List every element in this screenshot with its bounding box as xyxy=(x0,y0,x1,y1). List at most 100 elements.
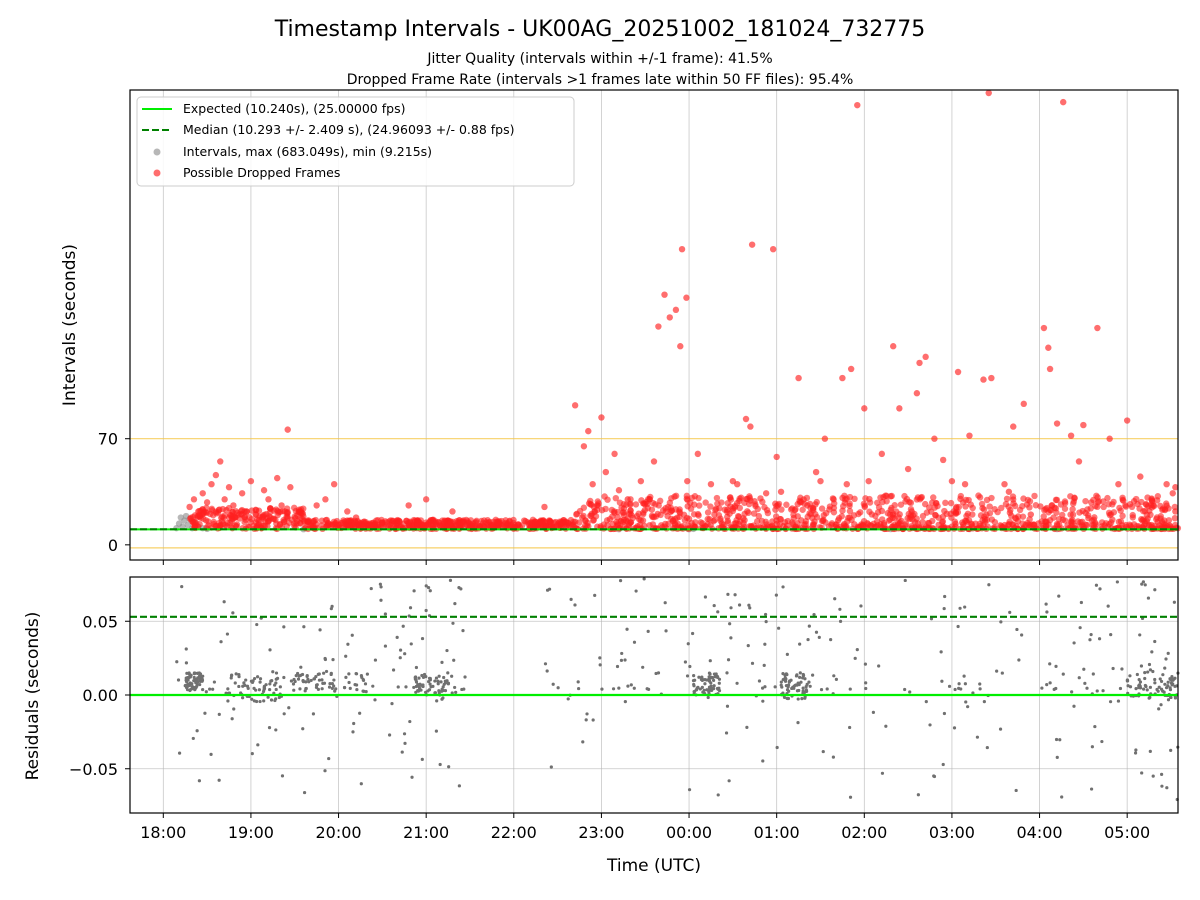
dropped-frame-point xyxy=(878,516,886,523)
dropped-frame-point xyxy=(278,502,285,509)
residual-point xyxy=(1091,672,1095,676)
residual-point xyxy=(1048,662,1052,666)
dropped-frame-point xyxy=(200,515,207,522)
residual-point xyxy=(1146,596,1151,600)
residual-point xyxy=(1078,626,1082,630)
residual-point xyxy=(314,685,319,689)
legend-dropped-swatch xyxy=(153,169,161,177)
residual-point xyxy=(459,587,463,591)
dropped-frame-point xyxy=(991,518,999,526)
residual-point xyxy=(185,688,190,692)
residual-point xyxy=(1168,688,1173,692)
residual-point xyxy=(269,679,273,683)
dropped-frame-point xyxy=(1122,503,1130,510)
dropped-frame-point xyxy=(907,514,915,521)
residual-point xyxy=(189,673,193,677)
residual-point xyxy=(727,779,731,783)
dropped-frame-point xyxy=(724,500,731,507)
dropped-frame-point xyxy=(666,314,673,321)
residual-point xyxy=(775,745,779,750)
dropped-frame-point xyxy=(818,505,826,512)
intervals-panel: 0 70 Intervals (seconds) Expected (10.240… xyxy=(60,89,1182,561)
residual-point xyxy=(711,678,716,682)
residual-point xyxy=(250,751,254,756)
residual-point xyxy=(1166,680,1170,684)
residual-point xyxy=(1140,771,1144,775)
residual-point xyxy=(794,674,799,678)
x-tick-label: 18:00 xyxy=(140,823,186,842)
dropped-frame-point xyxy=(1105,509,1113,517)
dropped-frame-point xyxy=(778,506,785,513)
residual-point xyxy=(352,721,356,726)
dropped-frame-point xyxy=(729,505,737,512)
residual-point xyxy=(436,682,440,686)
residual-point xyxy=(591,718,595,722)
dropped-frame-point xyxy=(988,374,995,382)
dropped-frame-point xyxy=(241,518,248,526)
residual-point xyxy=(457,784,461,788)
dropped-frame-point xyxy=(741,510,748,518)
residual-point xyxy=(764,620,768,624)
dropped-frame-point xyxy=(672,306,680,314)
dropped-frame-point xyxy=(1002,500,1010,508)
residual-point xyxy=(294,674,298,678)
residual-point xyxy=(1111,666,1115,671)
dropped-frame-point xyxy=(707,503,714,510)
dropped-frame-point xyxy=(366,522,374,529)
x-axis-ticks: 18:00 19:00 20:00 21:00 22:00 23:00 00:00 01:00… xyxy=(140,560,1150,842)
residual-point xyxy=(255,675,260,679)
residual-point xyxy=(191,736,195,741)
residual-point xyxy=(1128,685,1133,689)
residual-point xyxy=(401,624,405,628)
residual-point xyxy=(1143,683,1147,688)
residual-point xyxy=(808,684,812,688)
dropped-frame-point xyxy=(203,499,211,506)
residual-point xyxy=(453,685,457,690)
residual-point xyxy=(237,684,241,689)
dropped-frame-point xyxy=(620,509,628,516)
residual-point xyxy=(184,661,189,665)
residual-point xyxy=(412,685,416,690)
residual-point xyxy=(412,589,416,593)
intervals-axes-frame xyxy=(129,89,1179,561)
dropped-frame-point xyxy=(598,414,605,421)
dropped-frame-point xyxy=(632,501,640,508)
dropped-frame-point xyxy=(991,506,998,513)
dropped-frame-point xyxy=(896,520,903,528)
residual-point xyxy=(735,681,739,685)
residual-point xyxy=(814,630,819,634)
dropped-frame-point xyxy=(723,508,731,516)
residual-point xyxy=(620,651,624,656)
residual-point xyxy=(1040,686,1044,690)
dropped-frame-point xyxy=(919,518,926,526)
dropped-frame-point xyxy=(1084,512,1092,519)
dropped-frame-point xyxy=(345,517,352,525)
dropped-frame-point xyxy=(932,499,940,507)
residual-point xyxy=(1166,698,1171,702)
dropped-frame-point xyxy=(1093,492,1100,499)
dropped-frame-point xyxy=(948,514,955,521)
residual-point xyxy=(450,674,454,678)
dropped-frame-point xyxy=(1148,496,1156,503)
dropped-frame-point xyxy=(908,508,915,515)
residual-point xyxy=(576,680,580,684)
dropped-frame-point xyxy=(616,499,624,506)
x-tick-label: 01:00 xyxy=(754,823,800,842)
residual-point xyxy=(440,687,444,691)
x-tick-label: 05:00 xyxy=(1104,823,1150,842)
residual-point xyxy=(274,728,278,732)
residual-point xyxy=(1101,689,1105,693)
dropped-frame-point xyxy=(939,456,947,464)
dropped-frame-point xyxy=(839,507,846,514)
dropped-frame-point xyxy=(680,511,688,518)
residual-point xyxy=(309,678,313,683)
residual-point xyxy=(781,585,785,589)
residual-point xyxy=(712,603,716,608)
residual-point xyxy=(1118,686,1123,691)
residual-point xyxy=(908,690,912,694)
dropped-frame-point xyxy=(963,512,970,520)
residual-point xyxy=(297,674,301,678)
residual-point xyxy=(293,679,297,684)
dropped-frame-point xyxy=(1048,502,1056,509)
residual-point xyxy=(249,679,254,683)
